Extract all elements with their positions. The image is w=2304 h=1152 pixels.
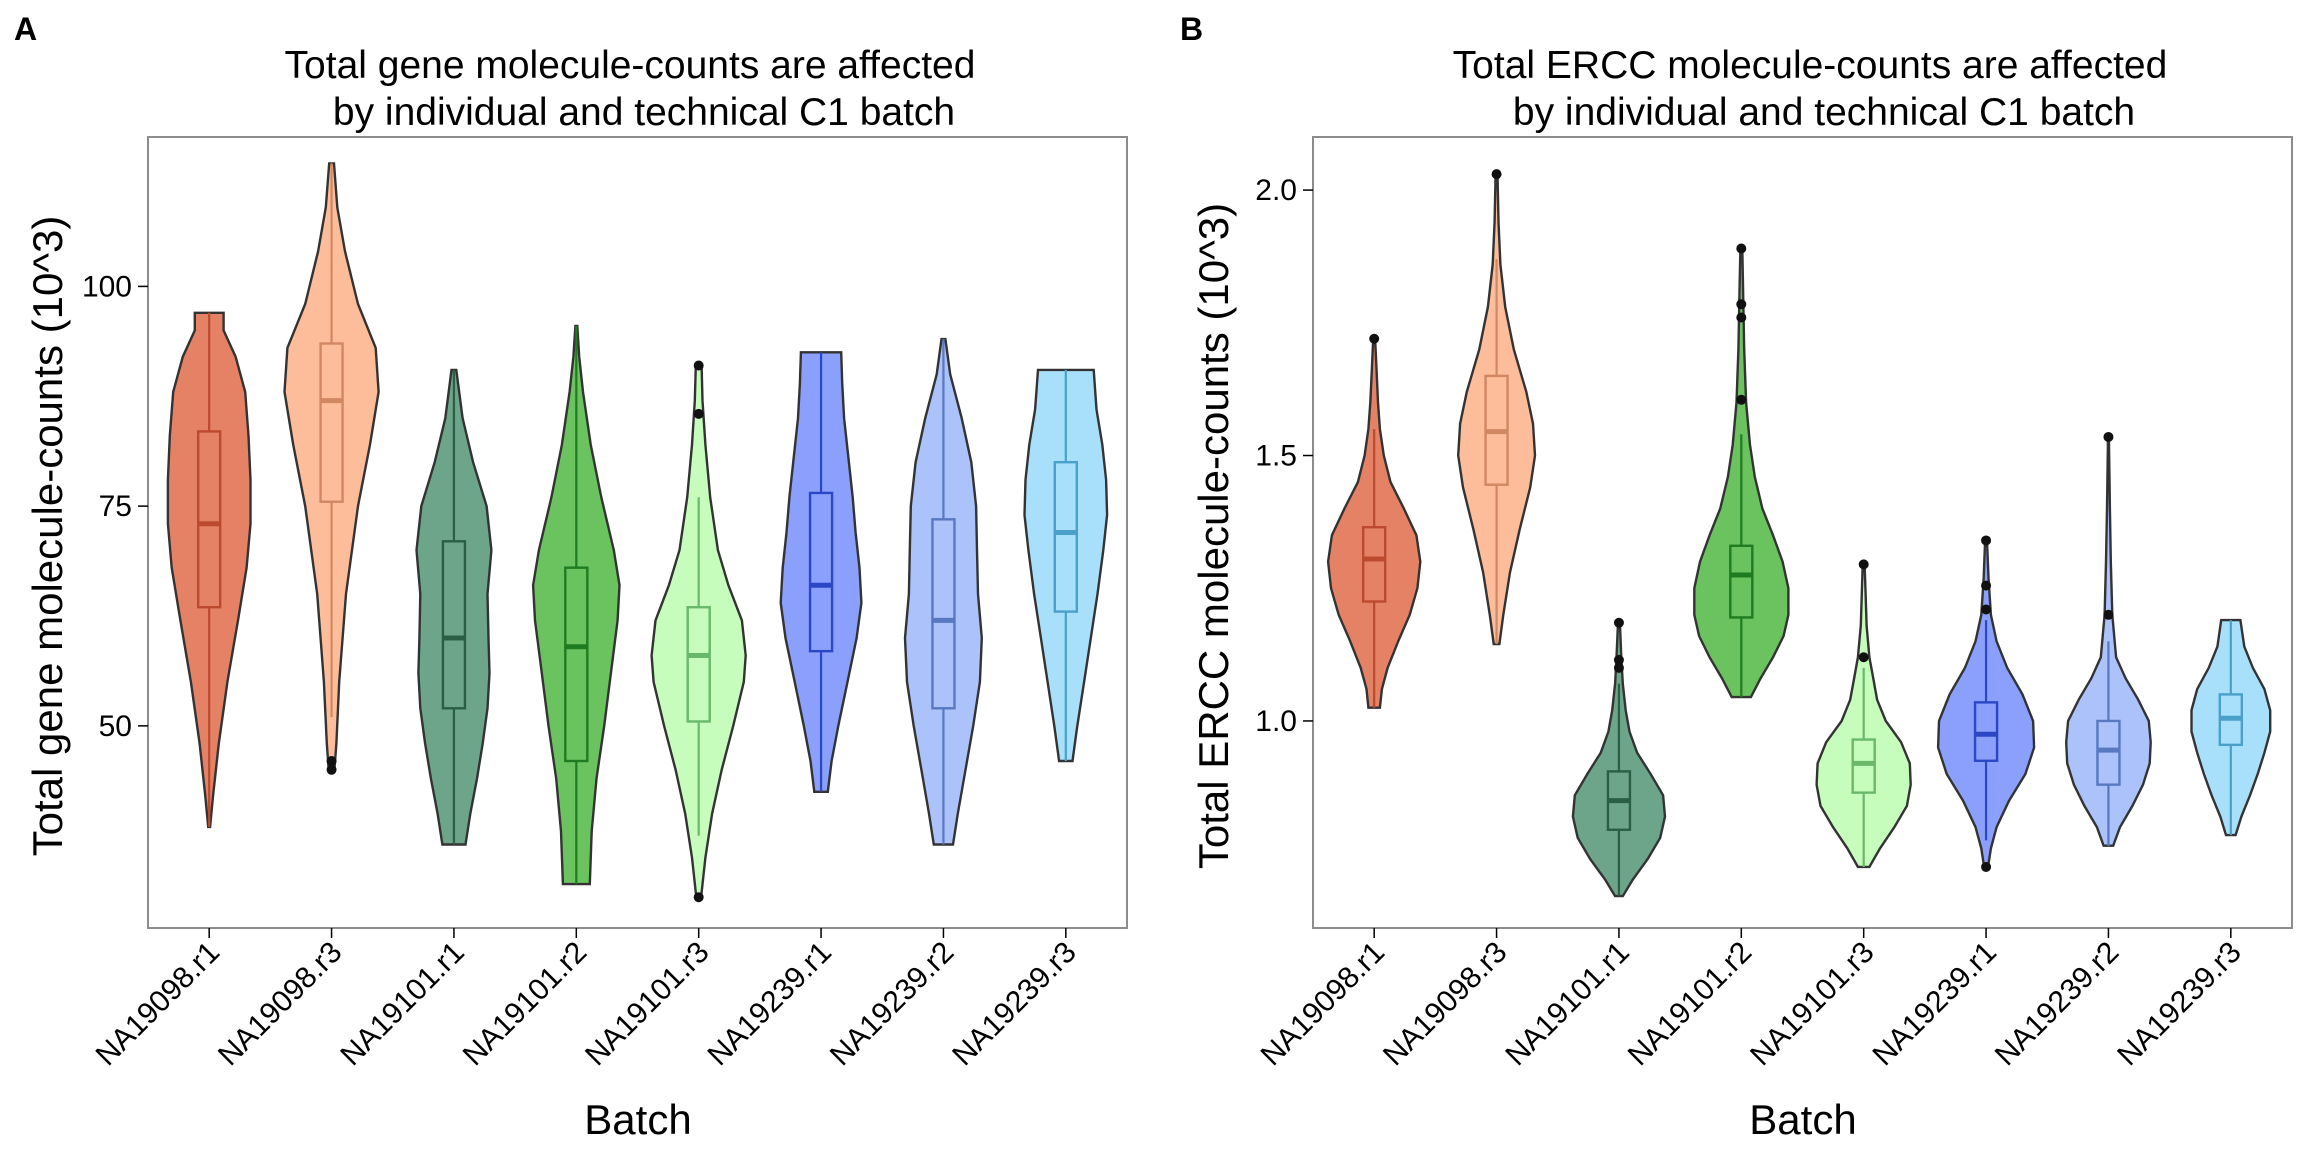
y-tick-label-a-0: 50	[99, 710, 132, 743]
violin-group-b-4	[1815, 559, 1912, 869]
box-a-5	[808, 491, 834, 653]
outlier-b-3-3	[1736, 394, 1747, 405]
violin-group-b-7	[2190, 618, 2272, 837]
outlier-a-4-1	[693, 408, 704, 419]
outlier-b-4-1	[1858, 652, 1869, 663]
x-tick-label-b-2: NA19101.r1	[1499, 936, 1636, 1073]
box-b-0	[1361, 525, 1387, 603]
box-a-3	[564, 566, 589, 763]
box-b-5	[1973, 701, 1999, 762]
plot-frame-a	[147, 136, 1128, 929]
y-axis-title-a: Total gene molecule-counts (10^3)	[24, 216, 71, 857]
x-tick-label-a-6: NA19239.r2	[824, 936, 961, 1073]
outlier-b-1-0	[1491, 169, 1502, 180]
outlier-a-1-0	[326, 756, 337, 767]
violin-group-a-1	[283, 162, 380, 775]
y-axis-title-b: Total ERCC molecule-counts (10^3)	[1190, 203, 1237, 869]
violin-b-7	[2190, 618, 2272, 837]
violin-group-a-6	[903, 337, 984, 846]
violin-group-a-4	[650, 360, 747, 903]
x-tick-label-b-6: NA19239.r2	[1989, 936, 2126, 1073]
panel-label-b: B	[1180, 11, 1203, 47]
violin-group-b-0	[1326, 333, 1422, 709]
x-tick-label-a-0: NA19098.r1	[90, 936, 227, 1073]
y-tick-label-b-1: 1.5	[1255, 440, 1297, 473]
chart-title-a-line1: Total gene molecule-counts are affected	[285, 44, 976, 87]
y-tick-label-a-2: 100	[82, 270, 132, 303]
violin-group-b-6	[2064, 431, 2152, 847]
x-tick-label-a-2: NA19101.r1	[334, 936, 471, 1073]
x-tick-label-b-5: NA19239.r1	[1866, 936, 2003, 1073]
x-tick-label-b-1: NA19098.r3	[1377, 936, 1514, 1073]
x-tick-label-a-5: NA19239.r1	[701, 936, 838, 1073]
x-tick-label-a-4: NA19101.r3	[579, 936, 716, 1073]
chart-title-b: Total ERCC molecule-counts are affected b…	[1453, 44, 2168, 134]
outlier-b-5-0	[1981, 861, 1992, 872]
y-tick-label-b-2: 2.0	[1255, 174, 1297, 207]
panel-b: B Total ERCC molecule-counts are affecte…	[1180, 11, 2293, 1143]
violin-a-6	[903, 337, 984, 846]
box-b-4	[1851, 738, 1876, 794]
violin-a-7	[1023, 368, 1109, 763]
violin-a-1	[283, 162, 380, 771]
violin-group-b-3	[1693, 243, 1790, 699]
outlier-b-2-1	[1613, 654, 1624, 665]
outlier-a-1-1	[326, 764, 337, 775]
chart-title-b-line2: by individual and technical C1 batch	[1513, 91, 2135, 134]
box-a-7	[1053, 460, 1079, 613]
outlier-b-3-2	[1736, 312, 1747, 323]
violin-group-b-2	[1571, 617, 1667, 898]
outlier-b-4-0	[1858, 559, 1869, 570]
box-a-4	[686, 606, 711, 723]
chart-title-a-line2: by individual and technical C1 batch	[333, 91, 955, 134]
box-a-0	[196, 430, 222, 609]
plot-frame-b	[1312, 136, 2293, 929]
x-tick-label-a-3: NA19101.r2	[457, 936, 594, 1073]
violin-group-a-3	[531, 324, 621, 886]
box-a-1	[319, 342, 344, 503]
outlier-b-2-2	[1613, 662, 1624, 673]
panel-a: A Total gene molecule-counts are affecte…	[14, 11, 1128, 1143]
violin-a-0	[166, 311, 252, 829]
outlier-b-3-0	[1736, 243, 1747, 254]
chart-title-b-line1: Total ERCC molecule-counts are affected	[1453, 44, 2168, 87]
violin-a-2	[415, 368, 493, 846]
violin-group-a-2	[415, 368, 493, 846]
chart-title-a: Total gene molecule-counts are affected b…	[285, 44, 976, 134]
y-tick-label-b-0: 1.0	[1255, 705, 1297, 738]
box-a-6	[931, 518, 956, 710]
outlier-b-3-1	[1736, 299, 1747, 310]
outlier-b-5-3	[1981, 604, 1992, 615]
x-axis-title-a: Batch	[584, 1096, 691, 1143]
panel-label-a: A	[14, 11, 37, 47]
x-tick-label-a-7: NA19239.r3	[946, 936, 1083, 1073]
outlier-b-5-2	[1981, 580, 1992, 591]
x-tick-label-a-1: NA19098.r3	[212, 936, 349, 1073]
plot-area-b: 1.01.52.0NA19098.r1NA19098.r3NA19101.r1N…	[1255, 136, 2293, 1073]
violin-group-a-0	[166, 311, 252, 829]
violin-group-b-5	[1936, 535, 2036, 872]
x-tick-label-b-0: NA19098.r1	[1255, 936, 1392, 1073]
violin-a-5	[779, 351, 863, 793]
violin-group-a-7	[1023, 368, 1109, 763]
outlier-b-0-0	[1369, 333, 1380, 344]
box-b-3	[1729, 544, 1754, 619]
violin-group-a-5	[779, 351, 863, 793]
box-a-2	[441, 540, 467, 710]
outlier-b-6-1	[2103, 609, 2114, 620]
x-tick-label-b-7: NA19239.r3	[2111, 936, 2248, 1073]
x-axis-title-b: Batch	[1749, 1096, 1856, 1143]
x-tick-label-b-4: NA19101.r3	[1744, 936, 1881, 1073]
x-tick-label-b-3: NA19101.r2	[1622, 936, 1759, 1073]
outlier-b-6-0	[2103, 431, 2114, 442]
outlier-b-5-1	[1981, 535, 1992, 546]
violin-group-b-1	[1456, 169, 1537, 646]
outlier-a-4-0	[693, 892, 704, 903]
outlier-a-4-2	[693, 360, 704, 371]
plot-area-a: 5075100NA19098.r1NA19098.r3NA19101.r1NA1…	[82, 136, 1128, 1073]
box-b-6	[2096, 719, 2121, 786]
outlier-b-2-0	[1613, 617, 1624, 628]
y-tick-label-a-1: 75	[99, 490, 132, 523]
